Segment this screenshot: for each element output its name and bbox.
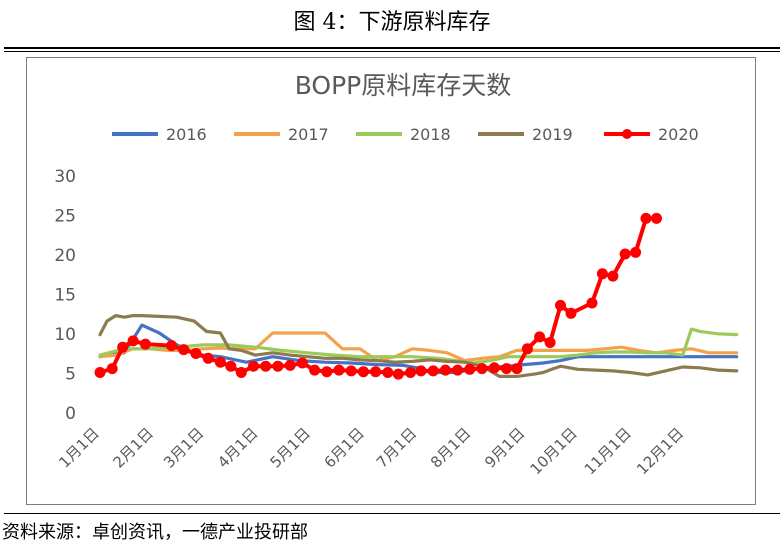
point-2020 xyxy=(501,363,512,375)
series-line-2018 xyxy=(98,327,739,365)
point-2020 xyxy=(166,340,177,352)
legend-label: 2017 xyxy=(288,125,329,144)
point-2020 xyxy=(357,366,369,378)
point-2020 xyxy=(139,338,151,350)
legend-item-2017: 2017 xyxy=(234,125,329,144)
legend-item-2019: 2019 xyxy=(478,125,573,144)
x-tick-label: 3月1日 xyxy=(160,424,207,471)
y-tick-label: 20 xyxy=(54,246,76,266)
point-2020 xyxy=(405,367,416,378)
point-2020 xyxy=(476,363,488,375)
point-2020 xyxy=(488,362,500,374)
x-tick-label: 9月1日 xyxy=(481,424,528,471)
point-2020 xyxy=(565,307,577,319)
y-tick-label: 25 xyxy=(54,207,76,227)
point-2020 xyxy=(607,270,619,282)
series-line-2017 xyxy=(98,331,739,363)
source-note: 资料来源：卓创资讯，一德产业投研部 xyxy=(2,522,308,543)
series-line-2019 xyxy=(98,314,739,378)
point-2020 xyxy=(619,248,631,260)
point-2020 xyxy=(464,363,476,375)
legend-label: 2020 xyxy=(658,125,699,144)
point-2020 xyxy=(392,368,404,380)
x-tick-label: 2月1日 xyxy=(109,424,156,471)
y-axis: 0 5 10 15 20 25 30 xyxy=(54,167,76,424)
point-2020 xyxy=(333,364,345,376)
x-tick-label: 10月1日 xyxy=(527,424,581,478)
x-tick-label: 7月1日 xyxy=(373,424,420,471)
point-2020 xyxy=(127,335,139,347)
point-2020 xyxy=(106,363,118,375)
point-2020 xyxy=(248,360,259,372)
caption-rule-thin xyxy=(4,51,780,52)
point-2020 xyxy=(630,246,642,258)
point-2020 xyxy=(415,365,427,377)
point-2020 xyxy=(296,357,308,369)
point-2020 xyxy=(521,343,533,355)
legend-marker xyxy=(622,129,632,139)
point-2020 xyxy=(345,365,357,377)
y-tick-label: 0 xyxy=(65,404,76,424)
point-2020 xyxy=(555,299,566,311)
caption-rule-thick xyxy=(4,47,780,49)
y-tick-label: 5 xyxy=(65,365,76,385)
x-tick-label: 4月1日 xyxy=(214,424,261,471)
point-2020 xyxy=(225,360,237,372)
y-tick-label: 30 xyxy=(54,167,76,187)
y-tick-label: 15 xyxy=(54,286,76,306)
point-2020 xyxy=(235,367,247,378)
x-tick-label: 1月1日 xyxy=(55,424,102,471)
legend-label: 2019 xyxy=(532,125,573,144)
point-2020 xyxy=(202,352,214,364)
point-2020 xyxy=(190,348,202,359)
legend-item-2020: 2020 xyxy=(604,125,699,144)
point-2020 xyxy=(260,360,272,372)
point-2020 xyxy=(117,341,129,353)
x-tick-label: 12月1日 xyxy=(633,424,687,478)
legend-item-2018: 2018 xyxy=(356,125,451,144)
point-2020 xyxy=(309,364,321,376)
point-2020 xyxy=(272,360,284,372)
point-2020 xyxy=(596,268,608,280)
point-2020 xyxy=(511,363,523,375)
series-layer xyxy=(94,212,739,380)
point-2020 xyxy=(178,344,190,356)
chart-title: BOPP原料库存天数 xyxy=(295,71,512,100)
point-2020 xyxy=(321,366,333,378)
point-2020 xyxy=(586,297,598,309)
chart-frame xyxy=(26,57,756,505)
legend-item-2016: 2016 xyxy=(112,125,207,144)
point-2020 xyxy=(544,337,556,348)
point-2020 xyxy=(370,366,382,378)
chart-legend: 2016 2017 2018 2019 2020 xyxy=(112,125,699,144)
x-tick-label: 11月1日 xyxy=(581,424,635,478)
legend-label: 2018 xyxy=(410,125,451,144)
figure-caption: 图 4：下游原料库存 xyxy=(293,10,491,35)
point-2020 xyxy=(427,365,439,377)
y-tick-label: 10 xyxy=(54,325,76,345)
point-2020 xyxy=(382,367,394,378)
point-2020 xyxy=(651,212,662,224)
legend-label: 2016 xyxy=(166,125,207,144)
point-2020 xyxy=(640,212,652,224)
point-2020 xyxy=(284,359,296,371)
source-rule xyxy=(4,513,780,514)
x-tick-label: 8月1日 xyxy=(427,424,474,471)
point-2020 xyxy=(534,331,546,343)
point-2020 xyxy=(94,367,106,378)
point-2020 xyxy=(214,356,226,368)
x-axis: 1月1日 2月1日 3月1日 4月1日 5月1日 6月1日 7月1日 8月1日 9月1日10月1… xyxy=(55,424,687,478)
x-tick-label: 5月1日 xyxy=(266,424,313,471)
point-2020 xyxy=(452,364,464,376)
point-2020 xyxy=(439,364,451,376)
x-tick-label: 6月1日 xyxy=(321,424,368,471)
